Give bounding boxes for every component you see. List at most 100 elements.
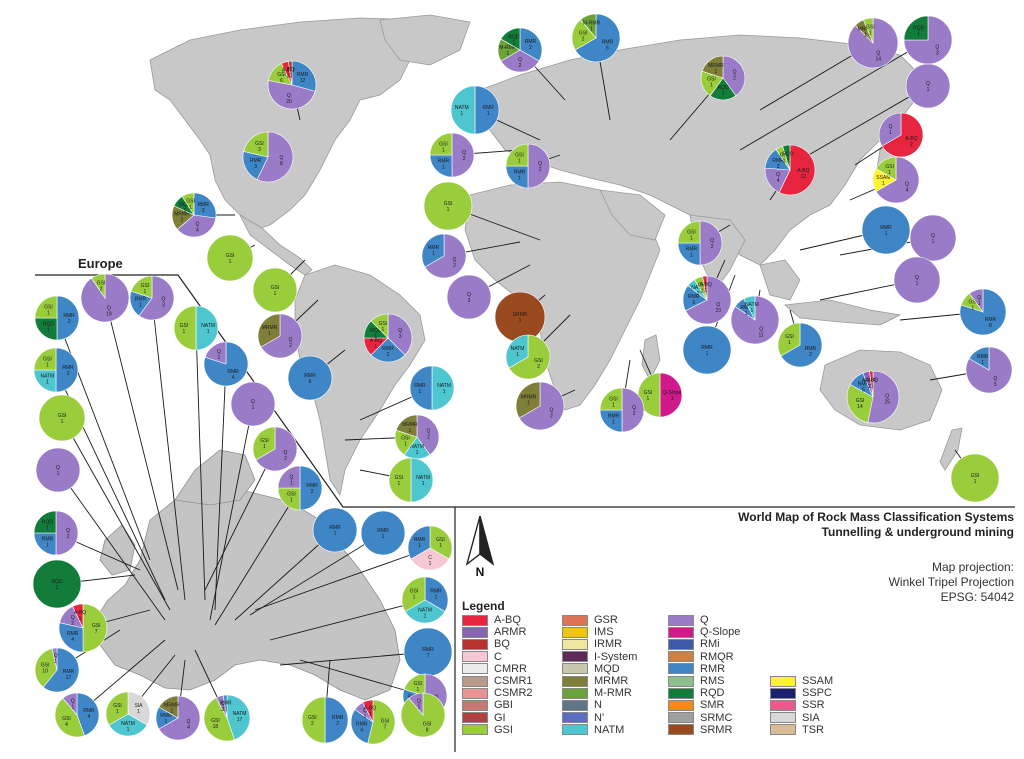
- pie-slice-code: RMR: [220, 700, 232, 706]
- pie-slice-count: 2: [289, 343, 292, 349]
- pie-slice-count: 1: [165, 719, 168, 725]
- land-indonesia: [784, 299, 902, 326]
- legend-item: Q: [668, 614, 740, 626]
- pie-slice-count: 7: [95, 629, 98, 635]
- pie-slice-count: 1: [783, 159, 786, 165]
- pie-slice-count: 1: [171, 709, 174, 715]
- pie-slice-count: 1: [885, 231, 888, 237]
- pie-slice-code: NATM: [416, 475, 430, 481]
- legend-item: GSR: [562, 614, 637, 626]
- legend-swatch: [562, 675, 588, 687]
- legend-swatch: [668, 638, 694, 650]
- pie-slice-code: Q: [733, 69, 737, 75]
- pie-slice-count: 1: [56, 585, 59, 591]
- pie-slice: [362, 699, 374, 723]
- leader-line: [799, 85, 929, 161]
- pie-slice: [505, 143, 529, 167]
- pie-slice-count: 2: [809, 352, 812, 358]
- pie-slice-count: 1: [443, 389, 446, 395]
- pie-slice-code: RMR: [686, 247, 698, 253]
- pie-slice-code: NATM: [201, 323, 215, 329]
- legend-swatch: [770, 699, 796, 711]
- legend-item: RMQR: [668, 651, 740, 663]
- pie-slice: [91, 273, 106, 299]
- pie-slice: [256, 131, 294, 183]
- pie-slice-count: 2: [100, 286, 103, 292]
- pie-slice-code: ARMR: [862, 378, 877, 384]
- pie-slice-code: RMR: [438, 159, 450, 165]
- pie-slice-code: Q: [759, 327, 763, 333]
- pie-slice-count: 2: [868, 384, 871, 390]
- pie-slice-code: Q: [71, 699, 75, 705]
- pie-slice-code: Q: [931, 233, 935, 239]
- pie-slice-code: Q: [363, 708, 367, 714]
- legend-item: RMS: [668, 675, 740, 687]
- projection-name: Winkel Tripel Projection: [888, 575, 1014, 589]
- pie-slice-code: M-RMR: [583, 21, 601, 27]
- pie-slice: [867, 370, 900, 424]
- pie-slice-count: 1: [416, 450, 419, 456]
- legend-label: MQD: [594, 662, 620, 675]
- pie-slice-count: 2: [550, 414, 553, 420]
- pie-slice-count: 1: [79, 616, 82, 622]
- pie-slice-code: A-BQ: [797, 168, 809, 174]
- pie-slice-count: 1: [47, 328, 50, 334]
- pie-slice-code: GSI: [436, 537, 445, 543]
- land-new-zealand: [939, 427, 963, 471]
- pie-slice-code: GSI: [180, 323, 189, 329]
- legend-swatch: [462, 638, 488, 650]
- pie-slice: [32, 559, 82, 609]
- pie-slice-count: 1: [971, 306, 974, 312]
- legend-label: M-RMR: [594, 687, 632, 700]
- pie-slice-count: 1: [889, 130, 892, 136]
- pie-slice-code: GSI: [609, 396, 618, 402]
- pie-slice-count: 1: [869, 31, 872, 37]
- pie-slice: [252, 426, 276, 461]
- legend-swatch: [668, 675, 694, 687]
- pie-slice: [252, 267, 298, 313]
- pie-slice-code: GSI: [707, 77, 716, 83]
- pie-slice-code: GSI: [260, 438, 269, 444]
- pie-slice: [226, 694, 251, 741]
- legend-item: N: [562, 699, 637, 711]
- pie-slice-code: Q: [56, 465, 60, 471]
- leader-line: [151, 297, 186, 601]
- legend-swatch: [562, 638, 588, 650]
- leader-line: [254, 547, 431, 611]
- pie-slice: [968, 346, 990, 371]
- pie-slice-count: 1: [590, 27, 593, 33]
- pie-slice-count: 1: [788, 340, 791, 346]
- legend-label: RMi: [700, 638, 720, 651]
- pie-slice-code: RMR: [772, 158, 784, 164]
- pie-slice-code: A-BQ: [905, 136, 917, 142]
- pie-slice-code: GSI: [113, 703, 122, 709]
- legend-swatch: [462, 614, 488, 626]
- pie-slice: [181, 192, 195, 217]
- legend-item: MQD: [562, 663, 637, 675]
- pie-slice-count: 1: [932, 239, 935, 245]
- legend-label: C: [494, 650, 502, 663]
- pie-slice-count: 8: [280, 161, 283, 167]
- pie-slice: [446, 274, 492, 320]
- projection-info: Map projection: Winkel Tripel Projection…: [760, 560, 1014, 605]
- pie-slice: [324, 696, 349, 744]
- pie-slice-code: GSI: [410, 589, 419, 595]
- pie-slice-count: 17: [66, 675, 72, 681]
- legend-swatch: [462, 712, 488, 724]
- legend-item: SIA: [770, 712, 833, 724]
- pie-slice: [909, 214, 957, 262]
- legend-label: GBI: [494, 699, 513, 712]
